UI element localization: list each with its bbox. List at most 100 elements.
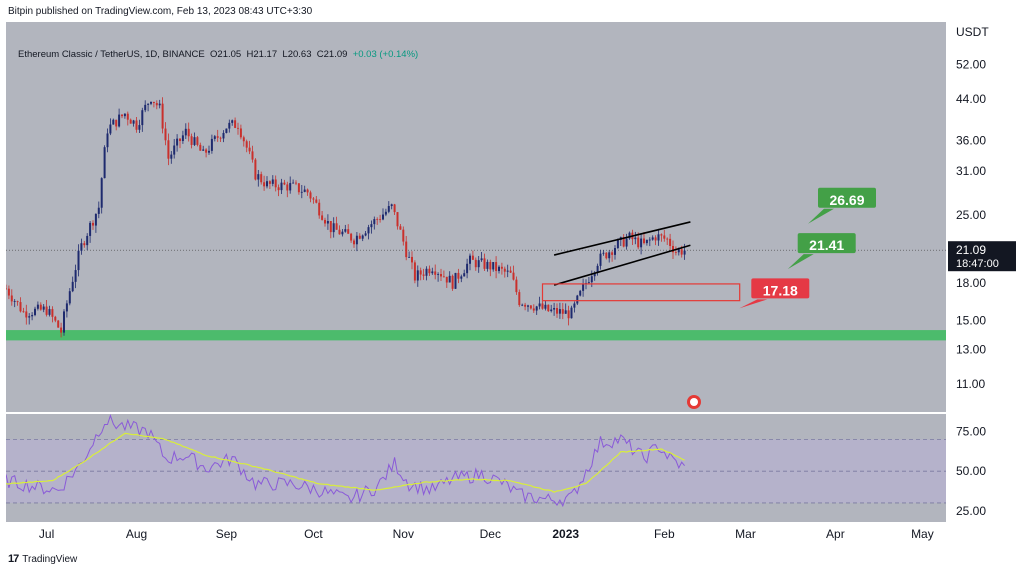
candle-body (582, 284, 585, 291)
chart-canvas: 26.69 21.41 17.18 USDT 52.00 44.00 36.00 31.00 2… (6, 25, 1016, 541)
candle-body (254, 159, 257, 180)
candle-body (614, 248, 616, 255)
candle-body (332, 223, 335, 233)
candle-body (242, 137, 245, 142)
candle-body (637, 237, 640, 248)
candle-body (42, 306, 45, 310)
candle-body (300, 191, 303, 193)
candle-body (57, 320, 60, 328)
candle-body (521, 304, 524, 306)
candle-body (483, 258, 486, 269)
candle-body (103, 147, 106, 179)
candle-body (158, 103, 161, 106)
candle-body (321, 215, 324, 220)
candle-body (384, 211, 387, 215)
time-axis[interactable] (6, 522, 1018, 542)
candle-body (622, 237, 625, 247)
candle-body (393, 204, 396, 213)
price-pane[interactable] (6, 22, 946, 412)
candle-body (219, 137, 222, 139)
price-tick: 25.00 (956, 208, 986, 222)
candle-body (150, 101, 152, 104)
candle-body (428, 268, 431, 274)
candle-body (303, 189, 306, 192)
candle-body (292, 182, 295, 184)
time-tick: Dec (480, 527, 501, 541)
chart-frame[interactable]: 26.69 21.41 17.18 USDT 52.00 44.00 36.00 31.00 2… (6, 22, 1018, 542)
candle-body (611, 252, 614, 255)
candle-body (367, 227, 370, 234)
candle-body (132, 120, 135, 124)
publisher-caption: Bitpin published on TradingView.com, Feb… (8, 6, 313, 17)
candle-body (109, 124, 112, 134)
price-tick: 31.00 (956, 164, 986, 178)
price-axis[interactable] (946, 22, 1018, 540)
candle-body (271, 179, 274, 184)
candle-body (341, 231, 344, 235)
candle-body (48, 309, 51, 315)
candle-body (524, 304, 527, 307)
candle-body (660, 234, 663, 236)
price-tick: 44.00 (956, 92, 986, 106)
label-box (751, 278, 810, 299)
candle-body (248, 147, 251, 152)
label-box (818, 187, 876, 208)
candle-body (36, 304, 39, 309)
candle-body (234, 120, 237, 128)
pane-separator[interactable] (6, 412, 1018, 414)
candle-body (541, 303, 544, 309)
price-tick: 52.00 (956, 58, 986, 72)
candle-body (454, 272, 457, 289)
candle-body (602, 252, 605, 254)
candle-body (184, 128, 187, 136)
candle-body (68, 291, 71, 304)
candle-body (152, 101, 155, 104)
candle-body (187, 128, 190, 137)
badge-countdown: 18:47:00 (956, 258, 999, 270)
candle-body (648, 239, 651, 241)
candle-body (408, 256, 411, 258)
candle-body (97, 207, 100, 214)
candle-body (6, 288, 7, 290)
candle-body (425, 268, 428, 276)
candle-body (216, 136, 219, 138)
candle-body (257, 174, 260, 180)
change-value: +0.03 (+0.14%) (352, 49, 419, 60)
candle-body (616, 239, 619, 249)
time-tick: Nov (393, 527, 414, 541)
symbol-name: Ethereum Classic / TetherUS, 1D, BINANCE (18, 49, 205, 60)
candle-body (477, 260, 480, 268)
candle-body (683, 250, 686, 255)
candle-body (277, 187, 280, 191)
candle-body (94, 213, 97, 226)
candle-body (387, 206, 390, 212)
channel-upper-line (553, 221, 691, 256)
candle-body (309, 192, 312, 199)
candle-body (471, 255, 474, 260)
candle-body (480, 258, 483, 261)
candle-body (654, 237, 657, 241)
candle-body (645, 239, 648, 244)
candle-body (161, 103, 164, 129)
candle-body (181, 135, 184, 142)
candle-body (544, 304, 547, 309)
candle-body (495, 262, 498, 272)
candle-body (405, 241, 408, 258)
candle-body (451, 275, 454, 289)
candle-body (190, 136, 193, 145)
candle-body (74, 270, 77, 282)
candle-body (251, 151, 254, 160)
candle-body (558, 309, 561, 314)
candle-body (680, 249, 683, 255)
candle-body (231, 120, 234, 123)
candle-body (324, 219, 326, 224)
candle-body (353, 240, 355, 245)
candle-body (266, 181, 268, 187)
candle-body (39, 304, 42, 310)
candle-body (155, 103, 158, 106)
candle-body (22, 311, 25, 313)
low-value: 20.63 (287, 49, 312, 60)
candle-body (492, 262, 495, 270)
footer-brand[interactable]: 17 TradingView (8, 553, 77, 565)
candle-body (31, 315, 34, 317)
